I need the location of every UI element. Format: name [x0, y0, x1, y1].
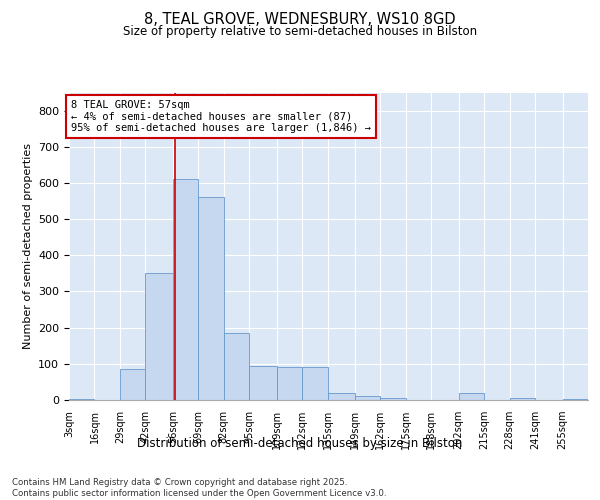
Bar [145, 274, 173, 400]
Bar [277, 368, 302, 400]
Bar [355, 396, 380, 400]
Bar [380, 398, 406, 400]
Text: Contains HM Land Registry data © Crown copyright and database right 2025.
Contai: Contains HM Land Registry data © Crown c… [12, 478, 386, 498]
Bar [120, 369, 145, 400]
Bar [459, 393, 484, 400]
Text: 8, TEAL GROVE, WEDNESBURY, WS10 8GD: 8, TEAL GROVE, WEDNESBURY, WS10 8GD [144, 12, 456, 28]
Bar [328, 393, 355, 400]
Y-axis label: Number of semi-detached properties: Number of semi-detached properties [23, 143, 32, 349]
Bar [198, 198, 224, 400]
Bar [173, 180, 198, 400]
Bar [224, 333, 249, 400]
Text: Size of property relative to semi-detached houses in Bilston: Size of property relative to semi-detach… [123, 25, 477, 38]
Text: Distribution of semi-detached houses by size in Bilston: Distribution of semi-detached houses by … [137, 438, 463, 450]
Bar [302, 368, 328, 400]
Bar [509, 398, 535, 400]
Bar [249, 366, 277, 400]
Text: 8 TEAL GROVE: 57sqm
← 4% of semi-detached houses are smaller (87)
95% of semi-de: 8 TEAL GROVE: 57sqm ← 4% of semi-detache… [71, 100, 371, 133]
